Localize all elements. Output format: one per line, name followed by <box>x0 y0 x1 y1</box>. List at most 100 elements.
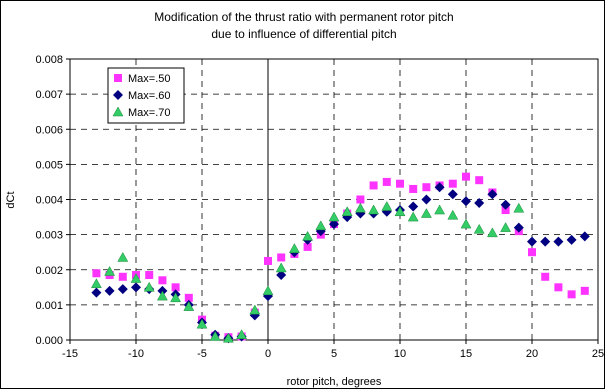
data-point <box>368 204 380 215</box>
data-point <box>580 286 589 295</box>
data-point <box>554 283 563 292</box>
data-point <box>276 270 287 281</box>
data-point <box>209 330 221 341</box>
data-point <box>196 318 208 329</box>
data-point <box>156 290 168 301</box>
data-point <box>315 220 327 231</box>
data-point <box>236 329 248 339</box>
chart-title-line-1: Modification of the thrust ratio with pe… <box>154 10 453 24</box>
data-point <box>486 227 498 238</box>
data-point <box>553 236 564 247</box>
data-point <box>184 293 193 302</box>
x-tick-label: 5 <box>331 348 337 360</box>
data-point <box>434 204 446 215</box>
data-points <box>90 172 590 344</box>
x-tick-label: 10 <box>394 348 406 360</box>
legend-label-1: Max=.50 <box>128 73 171 85</box>
legend: Max=.50 Max=.60 Max=.70 <box>107 67 185 124</box>
x-tick-label: 0 <box>265 348 271 360</box>
x-tick-label: -15 <box>62 348 78 360</box>
data-point <box>513 222 524 233</box>
x-tick-label: 20 <box>526 348 538 360</box>
y-tick-label: 0.000 <box>35 335 63 347</box>
data-point <box>501 206 510 215</box>
data-point <box>394 206 406 217</box>
data-point <box>579 231 590 242</box>
data-point <box>421 194 432 205</box>
data-point <box>354 202 366 213</box>
data-point <box>369 181 378 190</box>
data-point <box>513 202 525 213</box>
x-tick-label: 15 <box>460 348 472 360</box>
data-point <box>171 283 180 292</box>
data-point <box>90 278 102 289</box>
data-point <box>473 223 485 234</box>
data-point <box>264 256 272 265</box>
y-axis-label: dCt <box>5 191 17 208</box>
data-point <box>92 269 101 278</box>
data-point <box>528 248 536 257</box>
data-point <box>500 222 512 232</box>
data-point <box>474 198 485 209</box>
data-point <box>462 172 470 181</box>
y-tick-label: 0.008 <box>35 54 63 66</box>
data-point <box>118 272 127 281</box>
data-point <box>541 272 550 281</box>
data-point <box>434 182 445 193</box>
y-tick-label: 0.004 <box>35 195 63 207</box>
legend-marker-3 <box>112 106 124 117</box>
data-point <box>396 179 404 188</box>
data-point <box>567 290 576 299</box>
data-point <box>183 301 195 311</box>
tick-labels: -15 -10 -5 0 5 10 15 20 25 0.000 0.001 0.002 0.003 0.… <box>35 54 604 360</box>
data-point <box>288 243 300 253</box>
data-point <box>422 183 431 192</box>
chart-title-line-2: due to influence of differential pitch <box>211 27 396 41</box>
data-point <box>329 219 339 230</box>
data-point <box>249 304 261 315</box>
y-tick-label: 0.007 <box>35 89 63 101</box>
data-point <box>170 292 182 303</box>
data-point <box>447 209 459 220</box>
data-point <box>341 206 353 217</box>
legend-marker-1 <box>114 74 122 82</box>
data-point <box>145 271 154 280</box>
data-point <box>117 284 128 295</box>
data-point <box>104 285 115 296</box>
data-point <box>566 234 577 245</box>
data-point <box>381 201 393 211</box>
data-point <box>275 262 287 273</box>
data-point <box>222 332 234 343</box>
legend-label-3: Max=.70 <box>128 107 171 119</box>
y-tick-label: 0.006 <box>35 124 63 136</box>
data-point <box>130 273 142 283</box>
data-point <box>104 265 116 276</box>
data-point <box>420 208 432 218</box>
grid-lines <box>70 59 598 340</box>
data-point <box>409 184 418 193</box>
data-point <box>461 196 471 207</box>
y-tick-label: 0.001 <box>35 300 63 312</box>
x-axis-label: rotor pitch, degrees <box>287 376 382 388</box>
data-point <box>447 189 458 200</box>
legend-marker-2 <box>113 90 123 100</box>
data-point <box>117 251 129 262</box>
y-tick-label: 0.003 <box>35 230 63 242</box>
data-point <box>500 199 511 210</box>
data-point <box>407 211 419 222</box>
data-point <box>460 218 472 229</box>
data-point <box>158 276 167 285</box>
data-point <box>382 177 391 186</box>
data-point <box>131 282 141 293</box>
data-point <box>540 236 551 247</box>
data-point <box>475 176 484 185</box>
data-point <box>277 253 286 262</box>
data-point <box>262 285 274 296</box>
data-point <box>356 195 365 204</box>
series-3 <box>90 201 525 343</box>
data-point <box>143 281 155 292</box>
data-point <box>91 287 102 298</box>
x-tick-label: 25 <box>592 348 604 360</box>
data-point <box>448 179 457 188</box>
